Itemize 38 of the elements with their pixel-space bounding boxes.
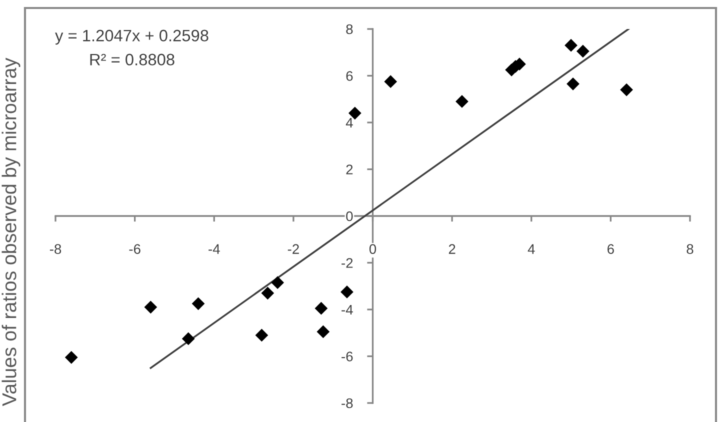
annotation: y = 1.2047x + 0.2598 — [55, 30, 208, 45]
point — [316, 325, 330, 338]
point — [271, 276, 284, 290]
y-axis-title: Values of ratios observed by microarray — [2, 58, 20, 406]
x-tick-label: -4 — [208, 244, 220, 254]
point — [348, 106, 362, 120]
y-tick-label: 8 — [346, 24, 353, 34]
y-tick-label: -4 — [342, 304, 353, 315]
y-tick-label: 2 — [346, 164, 353, 174]
point — [456, 95, 468, 108]
y-tick-label: -8 — [342, 398, 353, 408]
x-tick-label: -8 — [50, 244, 62, 254]
point — [182, 332, 195, 346]
point — [255, 328, 268, 342]
annotation: R² = 0.8808 — [90, 54, 174, 66]
point — [144, 300, 158, 314]
x-tick-label: 0 — [369, 244, 376, 254]
point — [261, 286, 274, 300]
x-tick-label: 8 — [686, 244, 694, 254]
y-tick-label: -6 — [342, 352, 353, 362]
y-tick-label: 4 — [346, 118, 353, 128]
point — [564, 38, 578, 52]
y-tick-label: 6 — [346, 71, 353, 81]
point — [314, 302, 328, 315]
y-tick-label: -2 — [342, 258, 353, 268]
point — [620, 83, 633, 96]
x-tick-label: 4 — [528, 244, 535, 254]
point — [576, 44, 590, 58]
point — [340, 286, 354, 298]
point — [64, 350, 78, 364]
x-tick-label: -6 — [129, 244, 140, 254]
point — [192, 297, 205, 310]
x-tick-label: 6 — [608, 244, 614, 254]
x-tick-label: -2 — [288, 244, 299, 254]
y-tick-label: 0 — [346, 211, 353, 222]
point — [566, 77, 580, 90]
x-tick-label: 2 — [448, 244, 456, 254]
point — [384, 75, 398, 88]
